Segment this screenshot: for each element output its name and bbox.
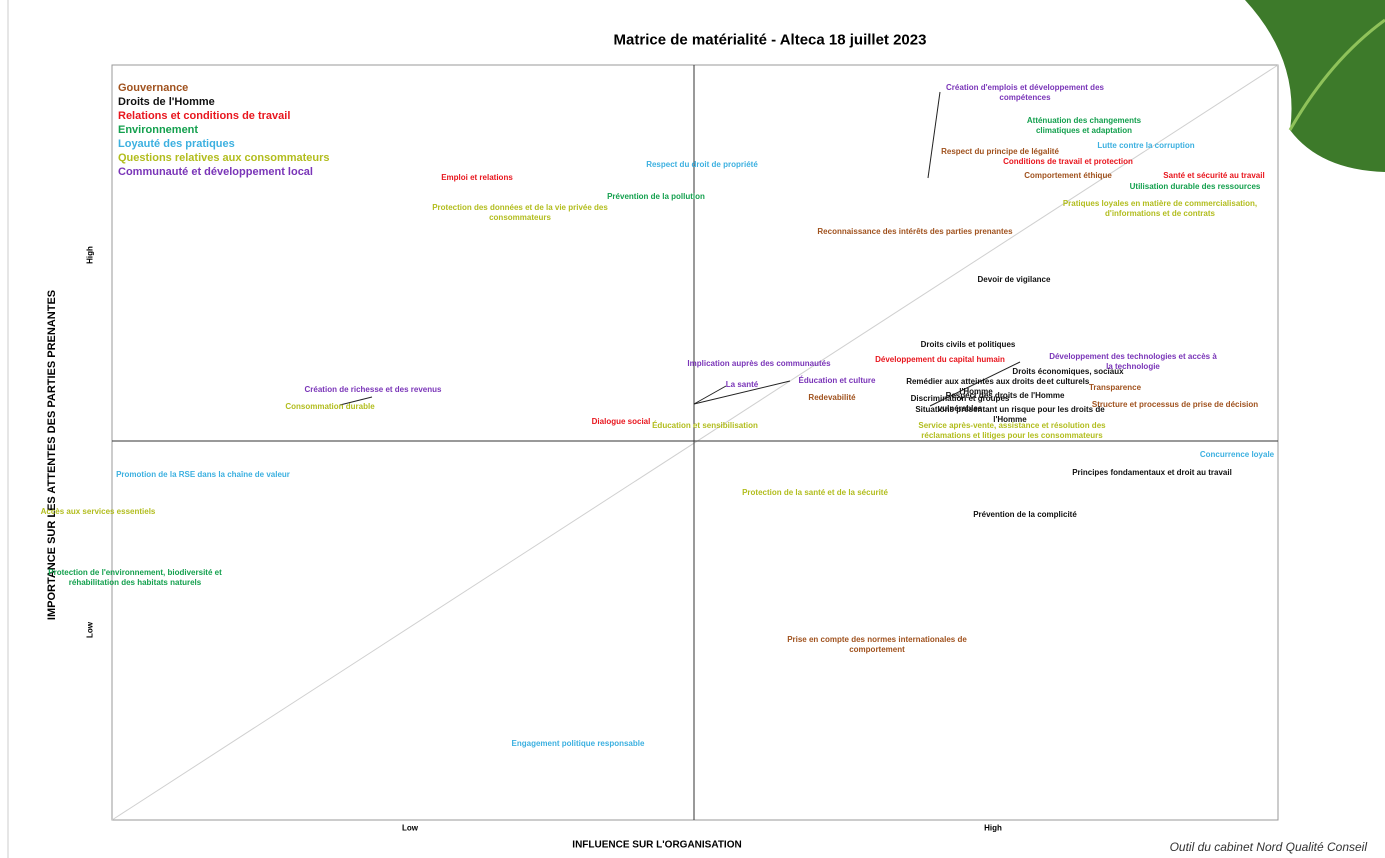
leader-line bbox=[693, 385, 727, 405]
issue-label: Consommation durable bbox=[285, 402, 375, 411]
diagonal bbox=[111, 64, 1279, 821]
issue-label: Prévention de la complicité bbox=[973, 510, 1077, 519]
issue-label: Utilisation durable des ressources bbox=[1129, 182, 1261, 191]
legend-entry: Relations et conditions de travail bbox=[118, 110, 291, 122]
issue-label: Respect du droit de propriété bbox=[646, 160, 758, 169]
x-axis-title: INFLUENCE SUR L'ORGANISATION bbox=[572, 839, 742, 851]
issue-label: Création de richesse et des revenus bbox=[304, 385, 442, 394]
issue-label: Protection de l'environnement, biodivers… bbox=[48, 568, 222, 587]
leader-lines bbox=[339, 91, 1021, 407]
legend-entry: Loyauté des pratiques bbox=[118, 138, 235, 150]
issue-label: Prévention de la pollution bbox=[607, 192, 705, 201]
issue-label: Accès aux services essentiels bbox=[40, 507, 156, 516]
leader-line bbox=[929, 361, 1021, 407]
issue-label: Engagement politique responsable bbox=[511, 739, 645, 748]
issue-label: Devoir de vigilance bbox=[977, 275, 1051, 284]
issue-label: Structure et processus de prise de décis… bbox=[1091, 400, 1259, 409]
fern-stem bbox=[1288, 18, 1385, 131]
issue-label: Prise en compte des normes international… bbox=[787, 635, 967, 654]
issue-label: Développement des technologies et accès … bbox=[1049, 352, 1217, 371]
x-axis-high: High bbox=[984, 823, 1002, 833]
issue-label: Situations présentant un risque pour les… bbox=[915, 405, 1105, 424]
issue-label: Atténuation des changements climatiques … bbox=[1026, 116, 1142, 135]
issue-label: Développement du capital humain bbox=[875, 355, 1005, 364]
legend-entry: Environnement bbox=[118, 124, 199, 136]
issue-label: Comportement éthique bbox=[1024, 171, 1112, 180]
issue-label: Reconnaissance des intérêts des parties … bbox=[817, 227, 1013, 236]
issue-label: Transparence bbox=[1088, 383, 1142, 392]
fern-decoration bbox=[1245, 0, 1385, 172]
issue-label: Lutte contre la corruption bbox=[1097, 141, 1195, 150]
x-axis-low: Low bbox=[402, 823, 418, 833]
issue-label: Pratiques loyales en matière de commerci… bbox=[1062, 199, 1258, 218]
legend-entry: Droits de l'Homme bbox=[118, 96, 215, 108]
issue-label: Éducation et sensibilisation bbox=[652, 421, 758, 430]
y-axis-low: Low bbox=[85, 622, 95, 638]
issue-label: Implication auprès des communautés bbox=[687, 359, 831, 368]
issue-label: La santé bbox=[725, 380, 759, 389]
issue-label: Santé et sécurité au travail bbox=[1163, 171, 1265, 180]
issue-label: Discrimination et groupes vulnérables bbox=[910, 394, 1010, 413]
issue-label: Conditions de travail et protection bbox=[1003, 157, 1133, 166]
y-axis-high: High bbox=[85, 246, 95, 264]
leader-line bbox=[339, 396, 373, 406]
issue-label: Protection des données et de la vie priv… bbox=[432, 203, 608, 222]
issue-label: Droits économiques, sociaux et culturels bbox=[1012, 367, 1124, 386]
issue-label: Protection de la santé et de la sécurité bbox=[742, 488, 888, 497]
issue-label: Respect des droits de l'Homme bbox=[945, 391, 1065, 400]
issue-label: Concurrence loyale bbox=[1199, 450, 1275, 459]
caption: Outil du cabinet Nord Qualité Conseil bbox=[1169, 840, 1367, 854]
leader-line bbox=[927, 91, 941, 179]
issue-label: Remédier aux atteintes aux droits de l'H… bbox=[906, 377, 1046, 396]
issue-label: Promotion de la RSE dans la chaîne de va… bbox=[116, 470, 290, 479]
legend-entry: Gouvernance bbox=[118, 82, 189, 94]
issue-label: Respect du principe de légalité bbox=[941, 147, 1059, 156]
fern-leaf bbox=[1245, 0, 1385, 172]
legend-entry: Communauté et développement local bbox=[118, 166, 313, 178]
chart-title: Matrice de matérialité - Alteca 18 juill… bbox=[613, 31, 927, 49]
issue-label: Service après-vente, assistance et résol… bbox=[918, 421, 1106, 440]
issue-label: Éducation et culture bbox=[798, 376, 876, 385]
issue-label: Principes fondamentaux et droit au trava… bbox=[1072, 468, 1232, 477]
issue-label: Droits civils et politiques bbox=[920, 340, 1016, 349]
issue-label: Redevabilité bbox=[808, 393, 856, 402]
leader-line bbox=[693, 380, 791, 405]
legend-entry: Questions relatives aux consommateurs bbox=[118, 152, 330, 164]
issue-label: Emploi et relations bbox=[441, 173, 513, 182]
issue-label: Dialogue social bbox=[591, 417, 651, 426]
issue-label: Création d'emplois et développement des … bbox=[946, 83, 1104, 102]
